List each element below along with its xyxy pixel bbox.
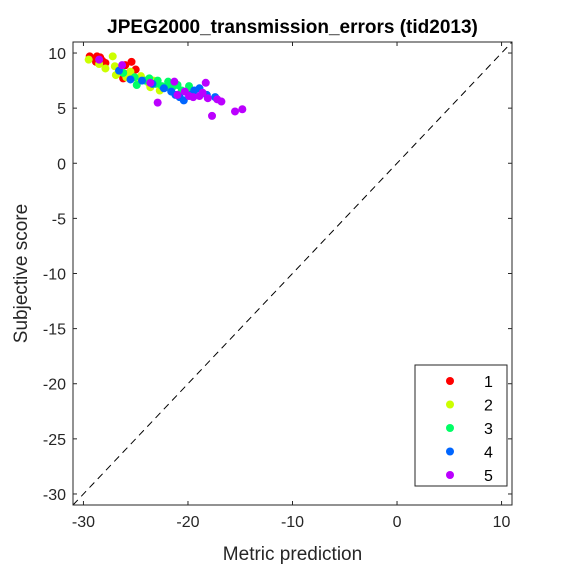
data-point-series-5 — [146, 78, 155, 87]
data-point-series-5 — [153, 98, 162, 107]
legend-label-1: 1 — [484, 374, 493, 391]
data-point-series-4 — [137, 76, 146, 85]
identity-reference-line — [72, 41, 513, 506]
data-point-series-3 — [132, 80, 141, 89]
data-point-series-3 — [164, 77, 173, 86]
legend: 1 2 3 4 5 — [414, 364, 508, 487]
data-point-series-4 — [179, 96, 188, 105]
data-point-series-2 — [126, 67, 135, 76]
data-point-series-2 — [101, 64, 110, 73]
legend-box — [414, 364, 508, 487]
x-tick-label: -10 — [281, 514, 304, 531]
data-point-series-1 — [127, 57, 136, 66]
data-point-series-5 — [170, 77, 179, 86]
data-point-series-4 — [159, 84, 168, 93]
x-tick-label: 10 — [493, 514, 511, 531]
legend-label-2: 2 — [484, 398, 493, 415]
y-tick-label: 0 — [57, 156, 66, 173]
data-point-series-5 — [189, 93, 198, 102]
data-point-series-2 — [84, 55, 93, 64]
data-point-series-5 — [231, 107, 240, 116]
data-point-series-4 — [126, 75, 135, 84]
x-tick-label: -20 — [176, 514, 199, 531]
y-tick-label: -10 — [43, 267, 66, 284]
plot-frame — [72, 41, 513, 506]
data-point-series-3 — [185, 82, 194, 91]
y-tick-label: -20 — [43, 377, 66, 394]
legend-label-5: 5 — [484, 468, 493, 485]
axis-ticks: -30 -20 -10 0 10 10 5 0 -5 -10 -15 -20 -25 -30 — [43, 42, 512, 531]
data-point-series-5 — [217, 97, 226, 106]
data-point-series-5 — [203, 94, 212, 103]
legend-marker-4 — [446, 447, 454, 456]
y-tick-label: -5 — [52, 211, 66, 228]
legend-marker-3 — [446, 424, 454, 432]
data-point-series-5 — [238, 105, 247, 114]
data-points — [84, 52, 247, 120]
data-point-series-5 — [173, 90, 182, 99]
legend-marker-5 — [446, 471, 454, 479]
legend-marker-2 — [446, 400, 454, 409]
y-tick-label: 10 — [48, 46, 66, 63]
y-axis-label: Subjective score — [11, 204, 32, 343]
y-tick-label: -25 — [43, 432, 66, 449]
data-point-series-5 — [95, 55, 104, 64]
data-point-series-1 — [101, 58, 110, 67]
legend-marker-1 — [446, 377, 454, 385]
y-tick-label: 5 — [57, 101, 66, 118]
x-tick-label: 0 — [393, 514, 402, 531]
data-point-series-5 — [198, 88, 207, 97]
y-tick-label: -30 — [43, 487, 66, 504]
legend-label-3: 3 — [484, 421, 493, 438]
data-point-series-5 — [118, 61, 127, 70]
y-tick-label: -15 — [43, 322, 66, 339]
x-axis-label: Metric prediction — [223, 544, 362, 565]
x-tick-label: -30 — [72, 514, 95, 531]
data-point-series-2 — [108, 52, 117, 61]
data-point-series-5 — [201, 78, 210, 87]
chart-title: JPEG2000_transmission_errors (tid2013) — [107, 17, 478, 38]
data-point-series-5 — [208, 111, 217, 120]
legend-label-4: 4 — [484, 445, 493, 462]
